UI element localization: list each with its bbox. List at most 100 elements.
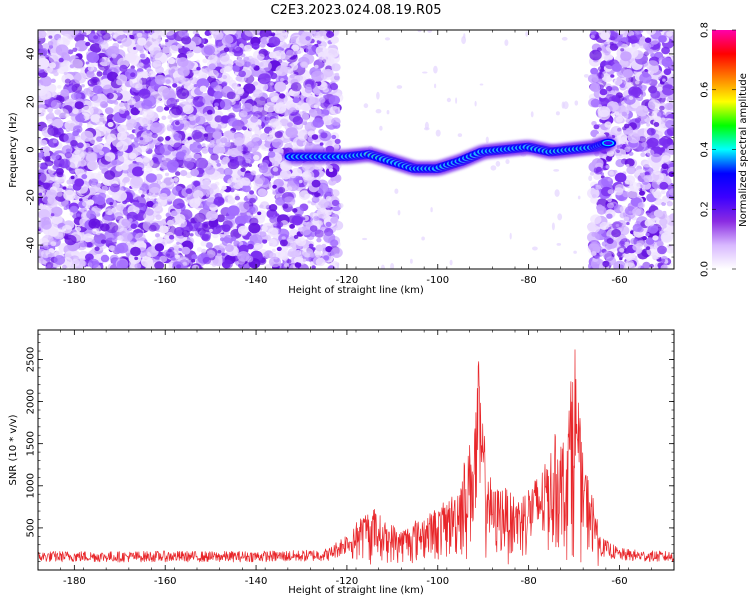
- heatmap-noise-cell: [666, 201, 673, 207]
- heatmap-noise-cell: [313, 31, 319, 36]
- heatmap-noise-cell: [227, 197, 236, 205]
- heatmap-noise-cell: [212, 137, 224, 148]
- heatmap-noise-cell: [111, 193, 119, 201]
- heatmap-noise-cell: [656, 240, 664, 247]
- heatmap-noise-cell: [43, 151, 51, 158]
- heatmap-noise-cell: [164, 39, 169, 43]
- heatmap-y-tick-label: -40: [26, 237, 37, 253]
- heatmap-noise-cell: [90, 178, 99, 186]
- heatmap-noise-cell: [202, 58, 208, 64]
- heatmap-noise-cell: [145, 208, 154, 216]
- heatmap-noise-cell: [94, 114, 107, 126]
- heatmap-noise-cell: [214, 192, 223, 200]
- heatmap-noise-cell: [174, 77, 181, 82]
- heatmap-noise-cell: [93, 35, 99, 40]
- heatmap-noise-cell: [588, 241, 602, 253]
- heatmap-noise-cell: [65, 148, 71, 153]
- heatmap-noise-cell: [325, 190, 333, 197]
- heatmap-noise-cell: [268, 204, 278, 212]
- heatmap-x-axis-label: Height of straight line (km): [288, 285, 424, 296]
- heatmap-noise-cell: [239, 110, 248, 118]
- heatmap-noise-cell: [213, 106, 219, 111]
- heatmap-noise-cell: [259, 133, 268, 141]
- heatmap-noise-cell: [166, 226, 171, 230]
- heatmap-noise-cell: [138, 190, 143, 194]
- heatmap-noise-cell: [606, 150, 615, 157]
- heatmap-noise-cell: [331, 117, 341, 126]
- heatmap-noise-cell: [151, 132, 158, 139]
- heatmap-noise-cell: [275, 65, 289, 77]
- snr-x-tick-label: -100: [426, 576, 449, 587]
- heatmap-noise-cell: [208, 63, 216, 70]
- heatmap-noise-cell: [253, 154, 260, 161]
- heatmap-noise-cell: [646, 246, 651, 251]
- heatmap-noise-cell: [600, 31, 611, 41]
- heatmap-noise-cell: [504, 39, 509, 46]
- heatmap-noise-cell: [630, 237, 639, 245]
- heatmap-noise-cell: [315, 244, 324, 252]
- heatmap-noise-cell: [248, 163, 253, 167]
- heatmap-noise-cell: [140, 71, 149, 79]
- heatmap-noise-cell: [210, 153, 219, 161]
- heatmap-noise-cell: [117, 150, 124, 157]
- heatmap-noise-cell: [561, 101, 565, 109]
- heatmap-noise-cell: [100, 58, 105, 63]
- heatmap-noise-cell: [79, 198, 83, 202]
- colorbar-tick-label: 0.8: [700, 22, 711, 38]
- snr-x-tick-label: -60: [611, 576, 627, 587]
- heatmap-noise-cell: [653, 209, 664, 218]
- heatmap-noise-cell: [599, 221, 609, 231]
- heatmap-noise-cell: [104, 170, 116, 180]
- heatmap-noise-cell: [525, 31, 529, 37]
- heatmap-noise-cell: [269, 216, 274, 220]
- heatmap-noise-cell: [225, 76, 233, 83]
- heatmap-noise-cell: [225, 141, 231, 147]
- heatmap-noise-cell: [300, 61, 308, 69]
- heatmap-noise-cell: [172, 198, 185, 209]
- heatmap-noise-cell: [285, 127, 298, 138]
- heatmap-noise-cell: [278, 186, 286, 194]
- heatmap-noise-cell: [635, 105, 649, 117]
- heatmap-noise-cell: [87, 199, 95, 206]
- heatmap-noise-cell: [249, 197, 256, 204]
- heatmap-noise-cell: [57, 188, 63, 193]
- heatmap-noise-cell: [39, 237, 49, 246]
- heatmap-noise-cell: [254, 174, 266, 185]
- heatmap-noise-cell: [323, 255, 330, 261]
- heatmap-noise-cell: [661, 57, 673, 67]
- heatmap-noise-cell: [138, 107, 142, 111]
- heatmap-noise-cell: [70, 205, 79, 213]
- heatmap-noise-cell: [304, 86, 313, 94]
- heatmap-noise-cell: [235, 46, 243, 54]
- heatmap-noise-cell: [152, 203, 162, 212]
- heatmap-noise-cell: [595, 184, 602, 190]
- heatmap-noise-cell: [176, 241, 180, 245]
- heatmap-noise-cell: [52, 228, 66, 240]
- heatmap-noise-cell: [660, 231, 674, 243]
- heatmap-noise-cell: [325, 167, 338, 178]
- heatmap-noise-cell: [98, 197, 104, 202]
- heatmap-noise-cell: [111, 53, 117, 59]
- heatmap-noise-cell: [315, 45, 328, 56]
- heatmap-noise-cell: [164, 172, 170, 177]
- heatmap-noise-cell: [323, 94, 328, 99]
- heatmap-noise-cell: [270, 96, 278, 103]
- heatmap-noise-cell: [162, 87, 175, 99]
- heatmap-noise-cell: [639, 72, 652, 84]
- heatmap-noise-cell: [186, 50, 194, 58]
- heatmap-noise-cell: [173, 177, 179, 183]
- heatmap-noise-cell: [57, 85, 62, 89]
- heatmap-noise-cell: [596, 206, 602, 211]
- heatmap-noise-cell: [185, 188, 193, 195]
- heatmap-noise-cell: [298, 227, 303, 232]
- heatmap-noise-cell: [331, 63, 341, 72]
- heatmap-noise-cell: [245, 140, 259, 153]
- heatmap-noise-cell: [606, 213, 613, 219]
- heatmap-noise-cell: [556, 243, 562, 246]
- heatmap-noise-cell: [279, 93, 286, 99]
- heatmap-noise-cell: [649, 69, 663, 80]
- heatmap-noise-cell: [311, 179, 321, 188]
- heatmap-noise-cell: [200, 240, 207, 247]
- heatmap-noise-cell: [287, 235, 296, 244]
